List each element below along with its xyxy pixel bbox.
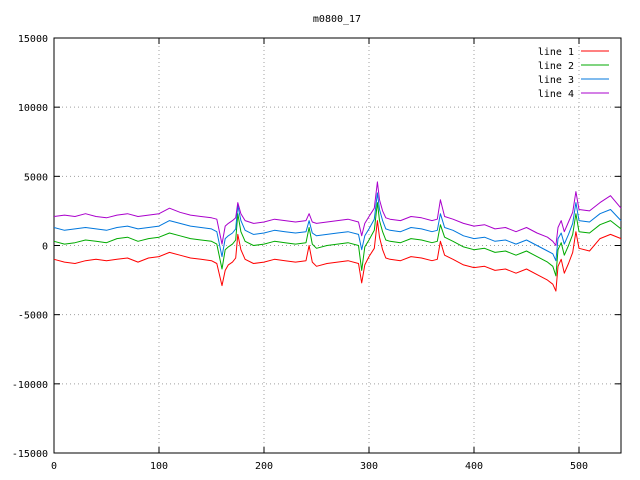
legend-label: line 1	[538, 47, 574, 58]
series-group	[53, 181, 622, 292]
legend: line 1 line 2 line 3 line 4	[538, 47, 609, 100]
legend-label: line 3	[538, 75, 574, 86]
y-tick-label: -15000	[12, 449, 48, 460]
y-tick-label: 5000	[24, 172, 48, 183]
y-tick-label: -10000	[12, 380, 48, 391]
grid	[54, 38, 621, 453]
axes: 0 100 200 300 400 500 -15000 -10000 -5000 0 5000 10…	[12, 34, 621, 472]
series-line-3	[53, 192, 622, 262]
x-tick-label: 0	[51, 461, 57, 472]
y-tick-label: 0	[42, 242, 48, 253]
series-line-2	[53, 202, 622, 277]
legend-label: line 2	[538, 61, 574, 72]
x-tick-label: 500	[570, 461, 588, 472]
series-line-1	[53, 220, 622, 292]
y-tick-label: -5000	[18, 311, 48, 322]
y-tick-label: 15000	[18, 34, 48, 45]
x-tick-label: 200	[255, 461, 273, 472]
chart-title: m0800_17	[313, 14, 361, 25]
legend-label: line 4	[538, 89, 574, 100]
x-tick-label: 400	[465, 461, 483, 472]
x-tick-label: 100	[150, 461, 168, 472]
series-line-4	[53, 181, 622, 246]
y-tick-label: 10000	[18, 103, 48, 114]
x-tick-label: 300	[360, 461, 378, 472]
